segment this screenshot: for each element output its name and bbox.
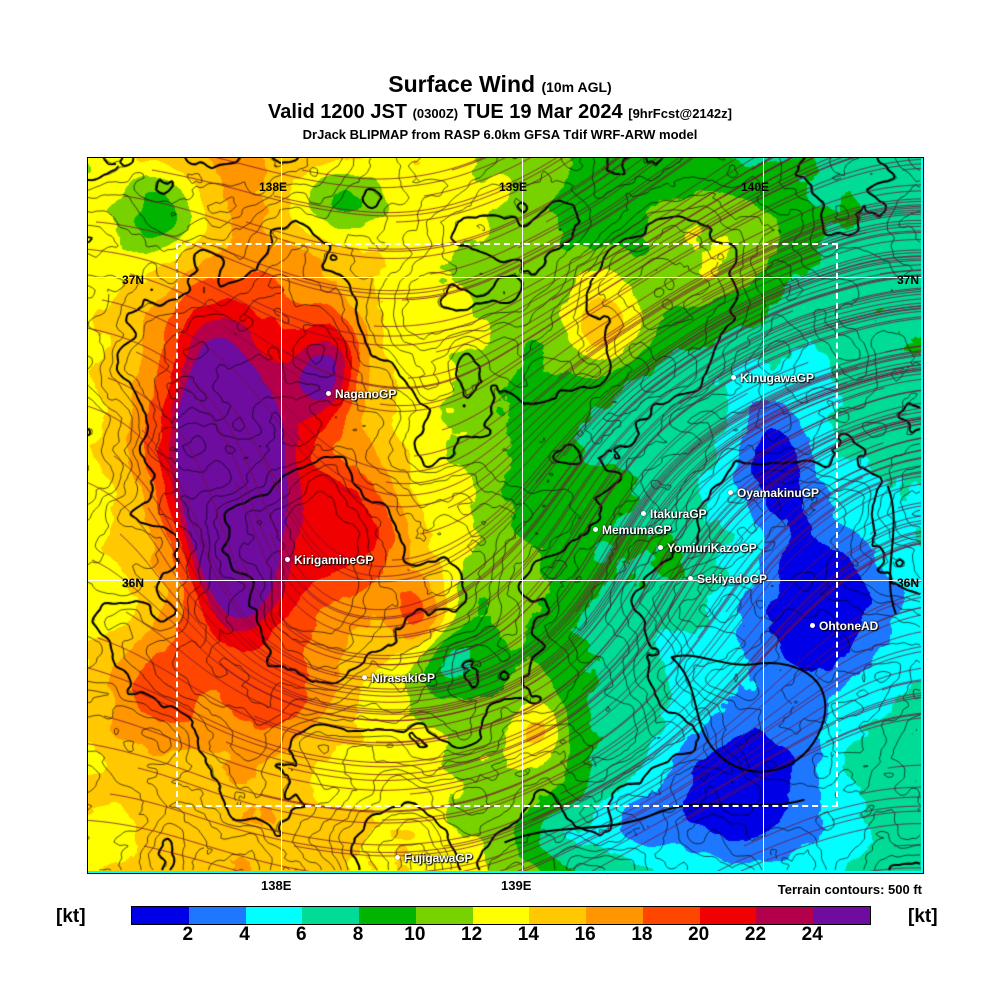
colorbar-tick-12: 12 [461, 924, 483, 945]
colorbar-tick-24: 24 [801, 924, 823, 945]
lat-label-left-36N: 36N [122, 576, 145, 590]
colorbar-segment-3 [302, 907, 360, 924]
lat-label-right-36N: 36N [896, 576, 919, 590]
title-subtext: (10m AGL) [541, 79, 612, 95]
colorbar-tick-6: 6 [296, 924, 307, 945]
colorbar-segment-1 [188, 907, 246, 924]
lat-label-right-37N: 37N [896, 273, 919, 287]
colorbar-tick-14: 14 [517, 924, 539, 945]
station-marker-NaganoGP[interactable]: NaganoGP [326, 386, 396, 401]
valid-date: TUE 19 Mar 2024 [463, 101, 623, 123]
colorbar-ticks: 2 4 6 8 10 12 14 16 18 20 22 24 [131, 924, 869, 950]
valid-time-line: Valid 1200 JST (0300Z) TUE 19 Mar 2024 [… [0, 100, 1000, 126]
weather-map[interactable]: 138E 139E 140E 37N 36N 37N 36N NaganoGP Kinugawa… [87, 157, 924, 874]
station-label: NirasakiGP [371, 670, 436, 685]
axis-lon-label-138E: 138E [261, 878, 292, 893]
lat-label-left-37N: 37N [122, 273, 145, 287]
gridline-vertical-2 [763, 158, 764, 871]
colorbar-tick-18: 18 [631, 924, 653, 945]
gridline-vertical-0 [281, 158, 282, 871]
valid-local: Valid 1200 JST [268, 101, 408, 123]
colorbar-segment-2 [245, 907, 303, 924]
colorbar-segment-12 [813, 907, 870, 924]
station-marker-ItakuraGP[interactable]: ItakuraGP [641, 506, 707, 521]
station-label: MemumaGP [602, 522, 672, 537]
model-line: DrJack BLIPMAP from RASP 6.0km GFSA Tdif… [302, 127, 698, 142]
station-label: YomiuriKazoGP [667, 540, 757, 555]
colorbar-tick-2: 2 [182, 924, 194, 945]
station-marker-SekiyadoGP[interactable]: SekiyadoGP [688, 571, 767, 586]
lon-label-139E: 139E [499, 180, 528, 194]
colorbar-unit-left: [kt] [56, 906, 86, 927]
station-marker-KirigamineGP[interactable]: KirigamineGP [285, 552, 373, 567]
station-marker-YomiuriKazoGP[interactable]: YomiuriKazoGP [658, 540, 757, 555]
colorbar-unit-right: [kt] [908, 906, 938, 927]
station-label: ItakuraGP [650, 506, 707, 521]
title-block: Surface Wind (10m AGL) Valid 1200 JST (0… [0, 72, 1000, 144]
station-dot-icon [731, 375, 736, 381]
station-dot-icon [810, 623, 815, 629]
station-dot-icon [362, 675, 367, 681]
colorbar-tick-22: 22 [744, 924, 767, 945]
station-label: SekiyadoGP [697, 571, 768, 586]
colorbar-tick-8: 8 [352, 924, 364, 945]
wind-speed-field [88, 158, 921, 871]
station-label: NaganoGP [335, 386, 397, 401]
colorbar-segment-7 [529, 907, 587, 924]
inner-domain-box [176, 243, 838, 807]
colorbar-segment-9 [642, 907, 700, 924]
page-title: Surface Wind (10m AGL) [0, 72, 1000, 100]
colorbar-segment-6 [472, 907, 530, 924]
lon-label-140E: 140E [741, 180, 770, 194]
station-label: OhtoneAD [819, 618, 879, 633]
station-dot-icon [285, 557, 290, 563]
colorbar-segment-4 [359, 907, 416, 924]
forecast-tag: [9hrFcst@2142z] [628, 106, 732, 121]
colorbar-segment-8 [586, 907, 643, 924]
station-dot-icon [641, 511, 646, 517]
station-dot-icon [326, 391, 331, 397]
title-text: Surface Wind [388, 71, 536, 97]
terrain-contour-note: Terrain contours: 500 ft [777, 882, 922, 897]
colorbar-segment-10 [699, 907, 757, 924]
colorbar-tick-4: 4 [239, 924, 250, 945]
colorbar-segment-11 [756, 907, 814, 924]
wind-speed-colorbar: [kt] 2 4 6 8 10 12 14 16 18 20 22 24 [kt] [0, 900, 1000, 960]
station-dot-icon [658, 545, 663, 551]
station-label: KinugawaGP [740, 370, 815, 385]
colorbar-segment-5 [415, 907, 473, 924]
colorbar-tick-20: 20 [688, 924, 710, 945]
valid-utc: (0300Z) [412, 106, 459, 121]
station-marker-MemumaGP[interactable]: MemumaGP [593, 522, 671, 537]
station-marker-OyamakinuGP[interactable]: OyamakinuGP [728, 485, 819, 500]
lon-label-138E: 138E [259, 180, 288, 194]
axis-lon-label-139E: 139E [501, 878, 532, 893]
station-label: OyamakinuGP [737, 485, 820, 500]
station-marker-OhtoneAD[interactable]: OhtoneAD [810, 618, 878, 633]
gridline-horizontal-1 [88, 580, 921, 581]
colorbar-gradient [131, 906, 871, 925]
colorbar-segment-0 [132, 907, 189, 924]
station-marker-NirasakiGP[interactable]: NirasakiGP [362, 670, 435, 685]
station-marker-FujigawaGP[interactable]: FujigawaGP [395, 850, 473, 865]
station-dot-icon [728, 490, 733, 496]
station-label: KirigamineGP [294, 552, 374, 567]
station-label: FujigawaGP [404, 850, 473, 865]
gridline-vertical-1 [522, 158, 523, 871]
station-dot-icon [688, 576, 693, 582]
colorbar-tick-16: 16 [574, 924, 596, 945]
colorbar-tick-10: 10 [404, 924, 426, 945]
gridline-horizontal-0 [88, 277, 921, 278]
station-dot-icon [593, 527, 598, 533]
station-dot-icon [395, 855, 400, 861]
station-marker-KinugawaGP[interactable]: KinugawaGP [731, 370, 814, 385]
